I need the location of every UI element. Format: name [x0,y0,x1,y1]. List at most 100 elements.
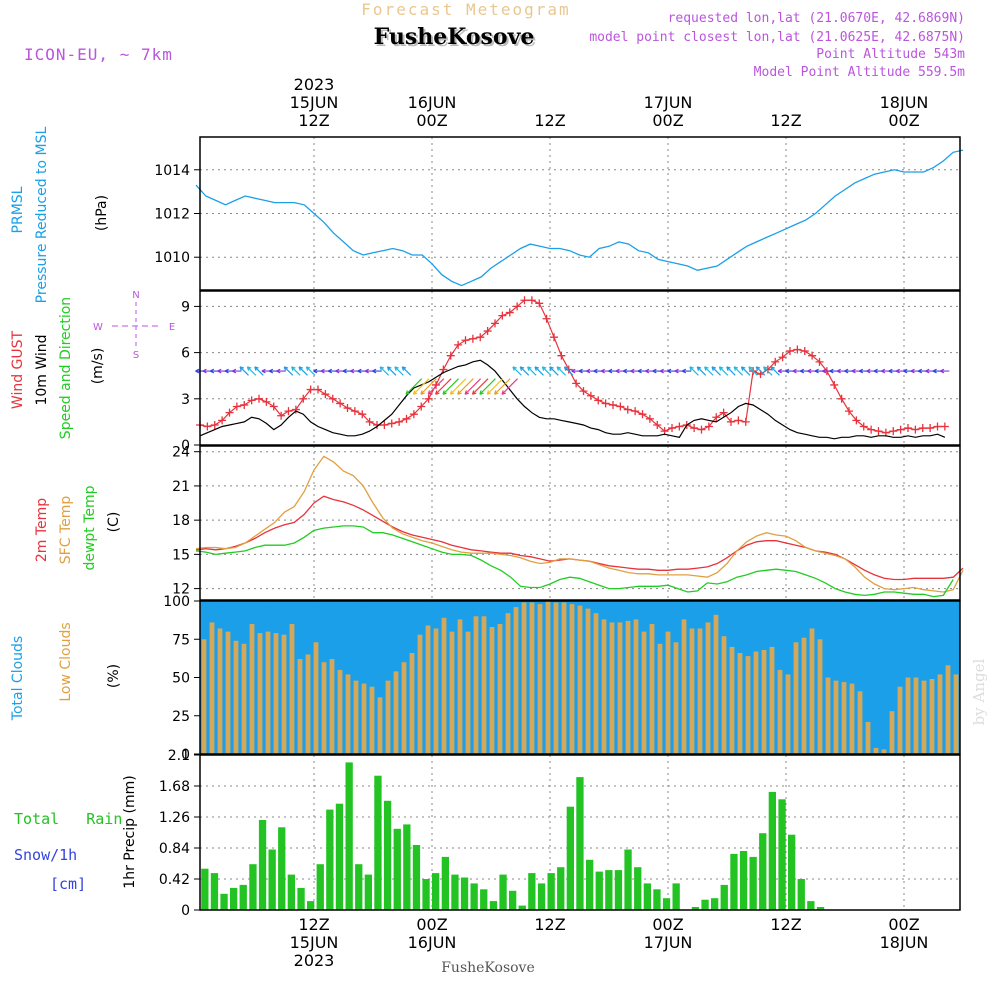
rain-bar [807,901,815,910]
total-cloud-bar [395,601,403,754]
gust-marker [741,417,750,426]
total-cloud-bar [876,601,884,754]
gust-marker [402,414,411,423]
total-cloud-bar [419,601,426,754]
low-cloud-bar [601,619,607,754]
clouds-unit: (%) [106,664,122,688]
low-cloud-bar [337,669,343,754]
bottom-axis-label: 00Z [416,915,447,934]
total-cloud-bar [580,601,587,754]
bottom-axis-label: 18JUN [880,933,929,952]
gust-marker [837,394,846,403]
wind-direction-arrow [494,378,511,395]
pressure-ytick-label: 1010 [154,250,190,266]
gust-marker [269,402,278,411]
wind-direction-arrow [420,378,437,395]
precipitation-ytick-label: 2.1 [168,748,190,764]
low-cloud-bar [209,622,215,754]
total-cloud-bar [781,601,789,754]
precipitation-ytick-label: 1.26 [159,810,190,826]
gust-marker [225,408,234,417]
total-cloud-bar [211,601,219,754]
low-cloud-bar [705,622,711,754]
low-cloud-bar [657,643,663,754]
wind-direction-arrow [681,368,692,374]
gust-marker [734,416,743,425]
total-cloud-bar [205,601,213,754]
rain-bar [509,890,517,910]
rain-bar [460,877,469,910]
total-cloud-bar [437,601,444,754]
low-cloud-bar [249,624,255,754]
gust-marker [358,410,367,419]
low-cloud-bar [289,624,295,754]
rain-bar [557,867,565,910]
low-cloud-bar [745,656,751,754]
wind-direction-arrow [394,366,404,376]
gust-marker [262,397,271,406]
wind-direction-arrow [696,366,707,376]
wind-label-speed: Speed and Direction [58,297,74,439]
top-axis-label: 12Z [770,111,801,130]
total-cloud-bar [758,601,765,754]
wind-ytick-label: 9 [181,299,190,315]
station-title: FusheKosove [374,24,535,50]
low-cloud-bar [737,653,743,754]
pressure-line [195,149,964,287]
precip-label-cm: [cm] [50,875,86,893]
low-cloud-bar [649,624,655,754]
low-cloud-bar [777,669,783,754]
gust-marker [454,340,463,349]
total-cloud-bar [942,601,949,754]
wind-direction-arrow [733,366,744,376]
rain-bar [403,824,411,910]
rain-bar [816,907,825,910]
gust-marker [778,353,787,362]
gust-marker [232,402,241,411]
low-cloud-bar [873,747,879,754]
top-axis-label: 15JUN [290,93,339,112]
gust-marker [350,407,359,416]
wind-label-gust: Wind GUST [10,330,26,409]
rain-bar [220,893,228,910]
rain-bar [547,873,555,910]
top-axis-label: 00Z [416,111,447,130]
temperature-ytick-label: 24 [172,445,190,461]
total-cloud-bar [300,601,308,754]
station-title-shadow: FusheKosove [376,26,537,52]
gust-marker [380,420,389,429]
gust-marker [645,414,654,423]
low-cloud-bar [273,633,279,754]
wind-direction-arrow [940,368,950,374]
gust-marker [638,410,647,419]
rain-bar [566,806,574,910]
requested-point: requested lon,lat (21.0670E, 42.6869N) [668,11,965,26]
precip-label-snow: Snow/1h [14,846,77,864]
wind-direction-arrow [770,366,780,376]
wind-direction-arrow [527,366,537,376]
low-cloud-bar [913,677,919,754]
gust-marker [476,333,485,342]
gust-marker [800,347,809,356]
total-cloud-bar [870,601,878,754]
low-cloud-bar [401,662,407,754]
compass-n: N [132,290,139,301]
wind-direction-arrow [372,368,382,374]
compass-w: W [93,322,103,333]
total-cloud-bar [900,601,907,754]
wind-frame [199,290,961,446]
rain-bar [287,874,295,910]
wind-ytick-label: 3 [181,392,190,408]
wind-direction-arrow [549,366,559,376]
pressure-label-desc: Pressure Reduced to MSL [34,126,50,303]
low-cloud-bar [489,627,495,754]
low-cloud-bar [305,654,311,754]
low-cloud-bar [257,633,263,754]
rain-bar [605,870,613,910]
total-cloud-bar [835,601,842,754]
rain-bar [249,864,257,910]
low-cloud-bar [329,659,335,754]
gust-marker [572,379,581,388]
wind-ytick-label: 6 [181,346,190,362]
gust-marker [712,413,721,422]
